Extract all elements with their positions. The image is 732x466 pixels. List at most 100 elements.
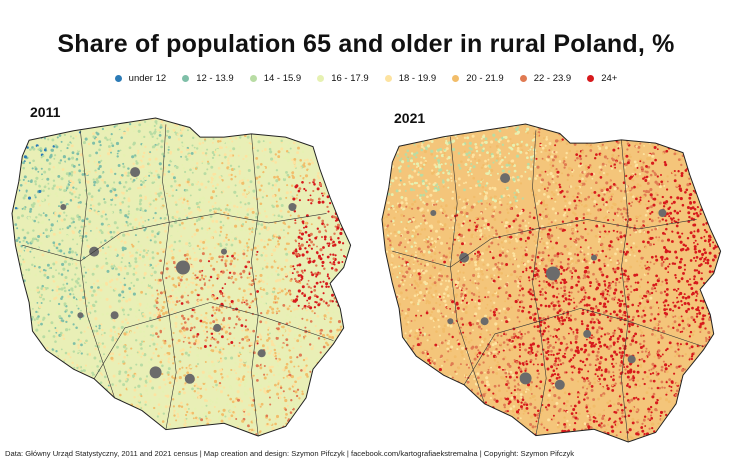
settlement-dot bbox=[63, 218, 66, 221]
settlement-dot bbox=[595, 194, 598, 197]
settlement-dot bbox=[114, 267, 118, 271]
settlement-dot bbox=[297, 162, 301, 166]
settlement-dot bbox=[200, 146, 203, 150]
settlement-dot bbox=[637, 351, 640, 354]
settlement-dot bbox=[135, 177, 138, 180]
settlement-dot bbox=[586, 396, 590, 400]
settlement-dot bbox=[70, 214, 74, 219]
settlement-dot bbox=[199, 319, 203, 323]
settlement-dot bbox=[238, 287, 241, 291]
settlement-dot bbox=[333, 243, 337, 247]
settlement-dot bbox=[330, 267, 334, 270]
settlement-dot bbox=[180, 155, 183, 158]
settlement-dot bbox=[271, 426, 275, 431]
settlement-dot bbox=[97, 286, 100, 289]
settlement-dot bbox=[276, 313, 280, 316]
settlement-dot bbox=[157, 403, 161, 406]
urban-area bbox=[213, 323, 222, 332]
settlement-dot bbox=[69, 191, 72, 194]
settlement-dot bbox=[180, 235, 183, 238]
settlement-dot bbox=[433, 276, 436, 279]
settlement-dot bbox=[162, 212, 165, 215]
settlement-dot bbox=[138, 223, 141, 226]
settlement-dot bbox=[148, 287, 151, 290]
settlement-dot bbox=[73, 277, 77, 281]
settlement-dot bbox=[46, 287, 49, 290]
settlement-dot bbox=[42, 189, 45, 193]
settlement-dot bbox=[163, 327, 166, 330]
settlement-dot bbox=[127, 197, 131, 200]
settlement-dot bbox=[129, 375, 132, 378]
settlement-dot bbox=[409, 182, 412, 185]
settlement-dot bbox=[34, 267, 37, 270]
settlement-dot bbox=[122, 383, 126, 387]
settlement-dot bbox=[25, 189, 28, 192]
settlement-dot bbox=[75, 364, 79, 367]
settlement-dot bbox=[243, 410, 246, 413]
settlement-dot bbox=[240, 206, 242, 209]
settlement-dot bbox=[288, 149, 291, 152]
settlement-dot bbox=[251, 300, 254, 303]
settlement-dot bbox=[46, 177, 50, 181]
settlement-dot bbox=[187, 238, 191, 242]
settlement-dot bbox=[310, 287, 312, 289]
settlement-dot bbox=[256, 342, 259, 345]
settlement-dot bbox=[92, 186, 96, 190]
settlement-dot bbox=[60, 297, 63, 300]
settlement-dot bbox=[244, 265, 248, 269]
settlement-dot bbox=[210, 193, 213, 197]
settlement-dot bbox=[663, 304, 667, 307]
settlement-dot bbox=[551, 178, 554, 181]
settlement-dot bbox=[153, 393, 157, 397]
settlement-dot bbox=[68, 285, 72, 289]
settlement-dot bbox=[529, 288, 532, 291]
settlement-dot bbox=[540, 423, 543, 426]
settlement-dot bbox=[285, 252, 289, 256]
settlement-dot bbox=[140, 407, 143, 410]
settlement-dot bbox=[122, 191, 125, 195]
settlement-dot bbox=[217, 276, 220, 279]
settlement-dot bbox=[304, 335, 307, 338]
settlement-dot bbox=[103, 375, 107, 379]
settlement-dot bbox=[586, 338, 588, 341]
settlement-dot bbox=[245, 319, 248, 322]
settlement-dot bbox=[139, 363, 144, 367]
settlement-dot bbox=[140, 326, 143, 329]
settlement-dot bbox=[176, 415, 180, 418]
settlement-dot bbox=[430, 237, 434, 241]
settlement-dot bbox=[112, 230, 116, 234]
settlement-dot bbox=[265, 215, 268, 218]
settlement-dot bbox=[195, 302, 199, 306]
settlement-dot bbox=[174, 131, 177, 134]
settlement-dot bbox=[269, 171, 272, 174]
settlement-dot bbox=[653, 334, 657, 337]
settlement-dot bbox=[173, 409, 176, 412]
settlement-dot bbox=[153, 130, 157, 134]
settlement-dot bbox=[315, 301, 318, 304]
settlement-dot bbox=[313, 306, 317, 309]
settlement-dot bbox=[111, 144, 115, 148]
settlement-dot bbox=[661, 195, 664, 199]
settlement-dot bbox=[276, 266, 280, 270]
settlement-dot bbox=[425, 311, 429, 315]
settlement-dot bbox=[328, 309, 331, 312]
settlement-dot bbox=[97, 202, 101, 206]
settlement-dot bbox=[137, 306, 140, 309]
settlement-dot bbox=[520, 333, 523, 336]
settlement-dot bbox=[140, 395, 143, 398]
settlement-dot bbox=[643, 306, 647, 309]
settlement-dot bbox=[272, 374, 276, 377]
urban-area bbox=[176, 260, 190, 275]
settlement-dot bbox=[286, 307, 290, 311]
settlement-dot bbox=[137, 353, 140, 356]
settlement-dot bbox=[146, 379, 150, 383]
legend-label: 20 - 21.9 bbox=[466, 73, 504, 84]
settlement-dot bbox=[308, 246, 311, 248]
settlement-dot bbox=[262, 190, 265, 193]
settlement-dot bbox=[184, 170, 187, 174]
settlement-dot bbox=[31, 167, 34, 170]
settlement-dot bbox=[118, 139, 121, 143]
settlement-dot bbox=[276, 278, 280, 282]
settlement-dot bbox=[159, 360, 163, 364]
settlement-dot bbox=[275, 357, 278, 360]
